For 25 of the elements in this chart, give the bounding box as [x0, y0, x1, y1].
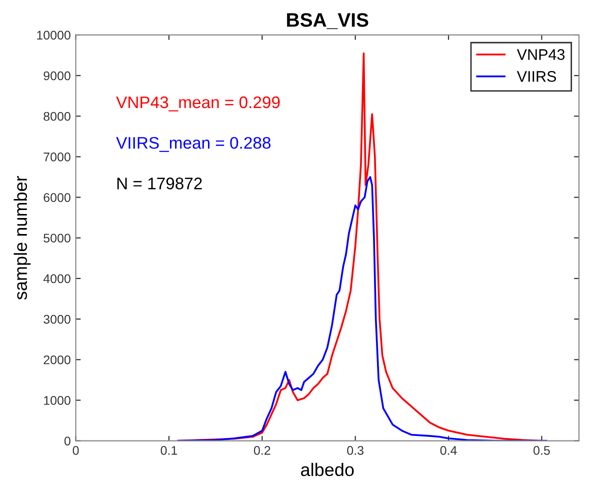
y-tick-label: 3000: [44, 314, 70, 324]
y-tick-label: 7000: [44, 152, 70, 162]
x-tick-label: 0: [72, 446, 79, 455]
x-tick-label: 0.3: [347, 446, 364, 455]
x-tick-label: 0.1: [160, 446, 178, 455]
y-tick-label: 0: [64, 436, 70, 446]
y-tick-label: 4000: [43, 274, 70, 284]
y-tick-label: 2000: [44, 355, 70, 364]
y-axis-title: sample number: [14, 176, 31, 300]
chart-title: BSA_VIS: [287, 13, 368, 30]
x-tick-label: 0.5: [534, 446, 550, 455]
annotation: VIIRS_mean = 0.288: [116, 136, 270, 152]
y-tick-label: 10000: [37, 30, 70, 40]
y-tick-label: 5000: [44, 234, 70, 243]
annotation: VNP43_mean = 0.299: [116, 96, 280, 112]
legend-label: VNP43: [516, 49, 565, 60]
x-axis-title: albedo: [301, 462, 354, 476]
y-tick-label: 8000: [44, 112, 70, 121]
x-tick-label: 0.4: [440, 446, 457, 455]
y-tick-label: 1000: [44, 396, 70, 405]
y-tick-label: 6000: [44, 193, 70, 202]
y-tick-label: 9000: [44, 71, 70, 80]
annotation: N = 179872: [117, 178, 202, 190]
x-tick-label: 0.2: [254, 446, 270, 455]
legend-label: VIIRS: [516, 71, 556, 82]
